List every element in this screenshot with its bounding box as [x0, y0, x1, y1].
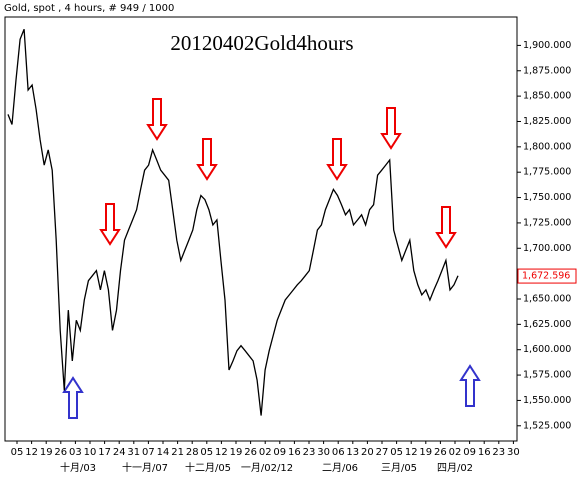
- x-tick-label: 16: [478, 447, 491, 458]
- x-tick-label: 02: [259, 447, 272, 458]
- y-tick-label: 1,625.000: [523, 319, 571, 330]
- x-tick-label: 10: [84, 447, 97, 458]
- x-tick-label: 06: [332, 447, 345, 458]
- x-tick-label: 14: [157, 447, 170, 458]
- x-tick-label: 07: [142, 447, 155, 458]
- last-price-box: [517, 268, 577, 284]
- x-tick-label: 09: [463, 447, 476, 458]
- x-tick-label: 30: [507, 447, 520, 458]
- x-tick-label: 21: [171, 447, 184, 458]
- x-tick-label: 20: [361, 447, 374, 458]
- x-tick-label: 26: [54, 447, 67, 458]
- x-tick-label: 12: [215, 447, 228, 458]
- y-tick-label: 1,900.000: [523, 40, 571, 51]
- y-tick-label: 1,725.000: [523, 217, 571, 228]
- x-tick-label: 19: [419, 447, 432, 458]
- y-tick-label: 1,600.000: [523, 344, 571, 355]
- y-tick-label: 1,800.000: [523, 141, 571, 152]
- month-label: 十二月/05: [185, 461, 231, 474]
- y-tick-label: 1,700.000: [523, 243, 571, 254]
- x-tick-label: 12: [25, 447, 38, 458]
- chart-title: 20120402Gold4hours: [170, 31, 353, 55]
- plot-frame: [4, 16, 518, 442]
- month-label: 十一月/07: [122, 461, 168, 474]
- y-tick-label: 1,575.000: [523, 370, 571, 381]
- x-tick-label: 28: [186, 447, 199, 458]
- y-tick-label: 1,550.000: [523, 395, 571, 406]
- x-tick-label: 02: [449, 447, 462, 458]
- x-tick-label: 13: [346, 447, 359, 458]
- price-line: [7, 28, 459, 416]
- header: Gold, spot , 4 hours, # 949 / 1000: [4, 3, 174, 14]
- x-tick-label: 19: [230, 447, 243, 458]
- x-tick-label: 26: [434, 447, 447, 458]
- x-tick-label: 31: [127, 447, 140, 458]
- x-tick-label: 17: [98, 447, 111, 458]
- y-tick-label: 1,775.000: [523, 167, 571, 178]
- x-tick-label: 27: [376, 447, 389, 458]
- month-label: 三月/05: [381, 462, 417, 474]
- y-tick-label: 1,650.000: [523, 293, 571, 304]
- x-tick-label: 30: [317, 447, 330, 458]
- x-tick-label: 09: [273, 447, 286, 458]
- x-tick-label: 05: [200, 447, 213, 458]
- last-price-label: 1,672.596: [522, 271, 570, 282]
- y-tick-label: 1,750.000: [523, 192, 571, 203]
- y-tick-label: 1,875.000: [523, 65, 571, 76]
- x-tick-label: 23: [303, 447, 316, 458]
- x-tick-label: 05: [390, 447, 403, 458]
- x-tick-label: 26: [244, 447, 257, 458]
- month-label: 二月/06: [322, 462, 358, 474]
- x-tick-label: 03: [69, 447, 82, 458]
- x-tick-label: 19: [40, 447, 53, 458]
- y-tick-label: 1,525.000: [523, 420, 571, 431]
- month-label: 十月/03: [60, 461, 96, 474]
- x-tick-label: 12: [405, 447, 418, 458]
- x-tick-label: 23: [492, 447, 505, 458]
- x-tick-label: 16: [288, 447, 301, 458]
- x-tick-label: 05: [11, 447, 24, 458]
- month-label: 四月/02: [437, 462, 473, 474]
- y-tick-label: 1,825.000: [523, 116, 571, 127]
- x-tick-label: 24: [113, 447, 126, 458]
- y-tick-label: 1,850.000: [523, 91, 571, 102]
- month-label: 一月/02/12: [241, 462, 293, 474]
